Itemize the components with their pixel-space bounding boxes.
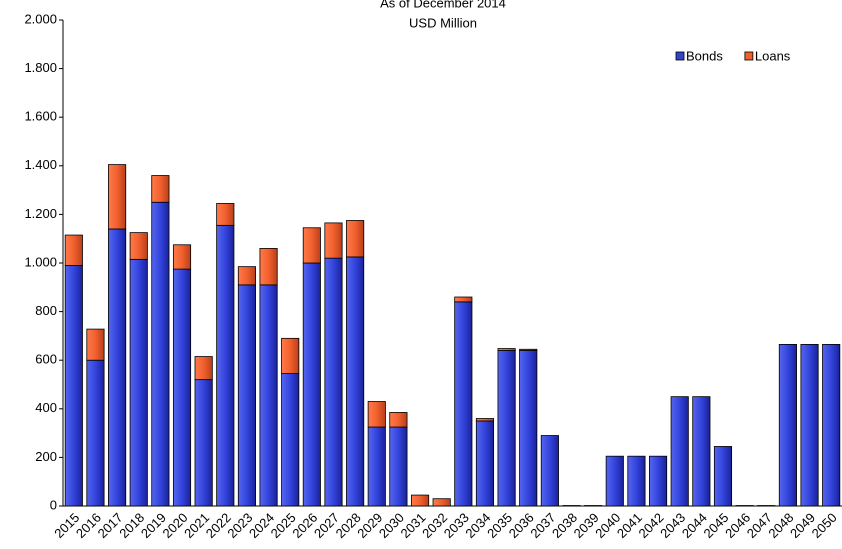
bar-segment [129, 232, 148, 260]
bar-segment [454, 301, 473, 507]
bar-segment [302, 227, 321, 264]
bar-segment [410, 494, 430, 507]
bar-segment [389, 412, 408, 428]
bar-segment [519, 350, 538, 507]
chart-subtitle: USD Million [409, 15, 477, 30]
bar-segment [64, 234, 83, 266]
bar-segment [432, 498, 451, 507]
bar-segment [281, 337, 300, 374]
bar-segment [281, 373, 300, 507]
legend-swatch [675, 51, 685, 61]
y-tick-label: 400 [35, 400, 57, 415]
bar-segment [367, 401, 386, 428]
bar-segment [172, 244, 192, 270]
bar-segment [367, 426, 386, 507]
bar-segment [324, 222, 343, 259]
y-tick-label: 0 [50, 497, 57, 512]
bar-segment [259, 284, 278, 507]
bar-segment [259, 248, 278, 286]
y-tick-label: 1.400 [24, 157, 57, 172]
bar-segment [692, 396, 711, 507]
bar-segment [302, 262, 321, 507]
y-tick-label: 1.600 [24, 109, 57, 124]
bar-segment [324, 257, 343, 507]
bar-segment [108, 228, 127, 507]
bar-segment [800, 344, 819, 507]
y-tick-label: 600 [35, 352, 57, 367]
bar-segment [151, 175, 170, 203]
x-tick-label: 2050 [809, 510, 840, 541]
bar-segment [151, 201, 170, 507]
y-tick-label: 1.200 [24, 206, 57, 221]
bar-segment [497, 348, 516, 351]
bar-segment [172, 268, 192, 507]
bar-segment [475, 418, 495, 422]
bar-segment [129, 258, 148, 507]
y-tick-label: 2.000 [24, 11, 57, 26]
y-tick-label: 1.000 [24, 254, 57, 269]
bar-segment [649, 455, 668, 507]
y-tick-label: 800 [35, 303, 57, 318]
bar-segment [778, 344, 797, 507]
chart-title: As of December 2014 [380, 0, 506, 10]
y-tick-label: 200 [35, 449, 57, 464]
bar-segment [64, 265, 83, 507]
bar-segment [670, 396, 689, 507]
bar-segment [86, 328, 105, 361]
bar-segment [519, 348, 538, 351]
bar-segment [216, 224, 235, 507]
bar-segment [216, 203, 235, 226]
bar-segment [86, 359, 105, 507]
bar-segment [627, 455, 646, 507]
legend-label: Loans [755, 48, 791, 63]
bar-segment [822, 344, 841, 507]
bar-segment [605, 455, 624, 507]
bar-segment [237, 284, 256, 507]
bar-segment [713, 446, 733, 507]
bar-segment [194, 379, 213, 507]
legend-swatch [744, 51, 754, 61]
bar-segment [540, 435, 559, 507]
bar-segment [346, 256, 365, 507]
legend-label: Bonds [686, 48, 723, 63]
bar-segment [108, 164, 127, 230]
bar-segment [237, 266, 256, 286]
y-tick-label: 1.800 [24, 60, 57, 75]
bar-segment [454, 296, 473, 303]
bar-segment [389, 426, 408, 507]
bar-segment [497, 350, 516, 507]
bar-segment [194, 356, 213, 381]
bar-segment [475, 420, 495, 507]
bar-segment [346, 220, 365, 258]
